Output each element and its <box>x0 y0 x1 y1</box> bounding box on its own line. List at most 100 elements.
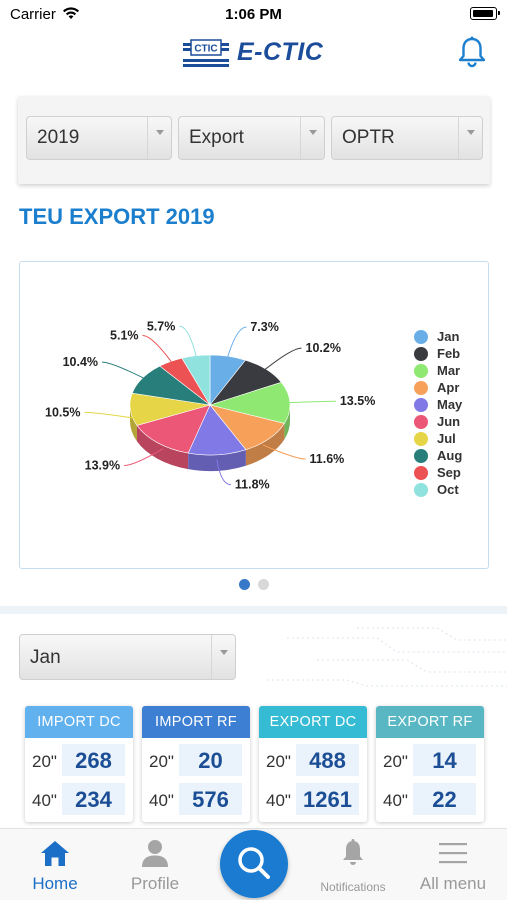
container-size-label: 20" <box>149 752 174 771</box>
tab-profile[interactable]: Profile <box>118 839 192 894</box>
chart-legend: Jan Feb Mar Apr May Jun Jul Aug Sep Oct <box>414 328 462 498</box>
logo-mark-text: CTIC <box>194 43 217 54</box>
legend-swatch <box>414 431 428 446</box>
chart-card[interactable]: 7.3% 10.2% 13.5% 11.6% 11.8% 13.9% 10.5% 10.4% 5… <box>19 261 489 569</box>
chevron-down-icon <box>300 117 324 159</box>
logo-text: E-CTIC <box>237 38 324 66</box>
legend-label: Apr <box>437 380 460 395</box>
stat-row-40ft: 40" 234 <box>25 783 133 815</box>
stat-value: 576 <box>179 783 242 815</box>
legend-item[interactable]: Apr <box>414 379 462 396</box>
stat-value: 20 <box>179 744 242 776</box>
container-size-label: 40" <box>149 791 174 810</box>
pie-slice-jun[interactable] <box>136 404 211 454</box>
filter-panel: 2019 Export OPTR <box>18 96 490 184</box>
container-size-label: 20" <box>266 752 291 771</box>
pie-slice-side-jun <box>136 425 189 470</box>
stat-card-export-dc[interactable]: EXPORT DC 20" 488 40" 1261 <box>259 706 367 822</box>
stat-value: 268 <box>62 744 125 776</box>
pie-data-label: 11.6% <box>310 452 345 466</box>
legend-label: Jun <box>437 414 461 429</box>
tab-all-menu[interactable]: All menu <box>410 839 496 894</box>
legend-item[interactable]: Feb <box>414 345 462 362</box>
pie-data-label: 11.8% <box>235 478 270 492</box>
pie-slice-side-mar <box>284 405 290 440</box>
stat-card-title: IMPORT DC <box>25 706 133 738</box>
stat-row-20ft: 20" 488 <box>259 744 367 776</box>
container-size-label: 20" <box>383 752 408 771</box>
status-time: 1:06 PM <box>225 6 282 23</box>
carousel-dot-active[interactable] <box>238 579 250 590</box>
pie-data-label: 7.3% <box>250 320 279 334</box>
stat-card-title: IMPORT RF <box>142 706 250 738</box>
legend-item[interactable]: Jun <box>414 413 462 430</box>
legend-label: Feb <box>437 346 461 361</box>
pie-leader-line <box>102 361 150 382</box>
legend-swatch <box>414 465 428 480</box>
pie-leader-line <box>84 411 139 420</box>
legend-label: May <box>437 397 463 412</box>
month-select[interactable]: Jan <box>19 634 236 680</box>
legend-label: Mar <box>437 363 461 378</box>
pie-slice-side-jul <box>130 405 137 442</box>
logo-mark-icon: CTIC <box>183 38 229 67</box>
pie-leader-line <box>260 347 302 374</box>
search-icon <box>238 847 270 879</box>
pie-chart[interactable]: 7.3% 10.2% 13.5% 11.6% 11.8% 13.9% 10.5% 10.4% 5… <box>20 262 490 570</box>
pie-leader-line <box>179 325 198 361</box>
stat-card-import-dc[interactable]: IMPORT DC 20" 268 40" 234 <box>25 706 133 822</box>
pie-leader-line <box>281 400 336 404</box>
container-size-label: 40" <box>32 791 57 810</box>
stat-row-20ft: 20" 14 <box>376 744 484 776</box>
legend-item[interactable]: May <box>414 396 462 413</box>
stat-card-export-rf[interactable]: EXPORT RF 20" 14 40" 22 <box>376 706 484 822</box>
app-header: CTIC E-CTIC <box>0 28 507 78</box>
tab-all-menu-label: All menu <box>419 874 487 893</box>
legend-item[interactable]: Aug <box>414 447 462 464</box>
page-title: TEU EXPORT 2019 <box>19 204 215 229</box>
year-select[interactable]: 2019 <box>26 116 172 160</box>
pie-data-label: 13.5% <box>340 394 375 408</box>
direction-select[interactable]: Export <box>178 116 325 160</box>
legend-label: Jan <box>437 329 460 344</box>
operator-select-value: OPTR <box>342 127 395 148</box>
tab-notifications[interactable]: Notifications <box>310 839 396 894</box>
search-button[interactable] <box>220 830 288 898</box>
legend-swatch <box>414 363 428 378</box>
user-icon <box>142 840 168 867</box>
legend-item[interactable]: Oct <box>414 481 462 498</box>
pie-leader-line <box>142 335 175 367</box>
stat-value: 488 <box>296 744 359 776</box>
decorative-lines <box>267 627 507 687</box>
direction-select-value: Export <box>189 127 244 148</box>
legend-swatch <box>414 482 428 497</box>
tab-notifications-label: Notifications <box>320 880 386 894</box>
stat-row-20ft: 20" 268 <box>25 744 133 776</box>
container-size-label: 40" <box>383 791 408 810</box>
carousel-dot[interactable] <box>257 579 269 590</box>
stat-row-20ft: 20" 20 <box>142 744 250 776</box>
menu-icon <box>439 843 467 864</box>
legend-item[interactable]: Jul <box>414 430 462 447</box>
tab-home-label: Home <box>32 874 78 893</box>
operator-select[interactable]: OPTR <box>331 116 483 160</box>
year-select-value: 2019 <box>37 127 80 148</box>
legend-swatch <box>414 414 428 429</box>
bell-icon[interactable] <box>457 36 487 68</box>
stat-value: 14 <box>413 744 476 776</box>
pie-leader-line <box>225 326 247 362</box>
pie-data-label: 13.9% <box>85 459 120 473</box>
pie-data-label: 10.2% <box>306 341 341 355</box>
stat-card-import-rf[interactable]: IMPORT RF 20" 20 40" 576 <box>142 706 250 822</box>
legend-item[interactable]: Sep <box>414 464 462 481</box>
pie-data-label: 5.7% <box>147 319 176 333</box>
legend-swatch <box>414 329 428 344</box>
carrier-label: Carrier <box>10 6 56 23</box>
stat-value: 1261 <box>296 783 359 815</box>
legend-label: Sep <box>437 465 461 480</box>
legend-label: Aug <box>437 448 463 463</box>
legend-item[interactable]: Mar <box>414 362 462 379</box>
legend-item[interactable]: Jan <box>414 328 462 345</box>
chevron-down-icon <box>458 117 482 159</box>
tab-home[interactable]: Home <box>18 839 92 894</box>
